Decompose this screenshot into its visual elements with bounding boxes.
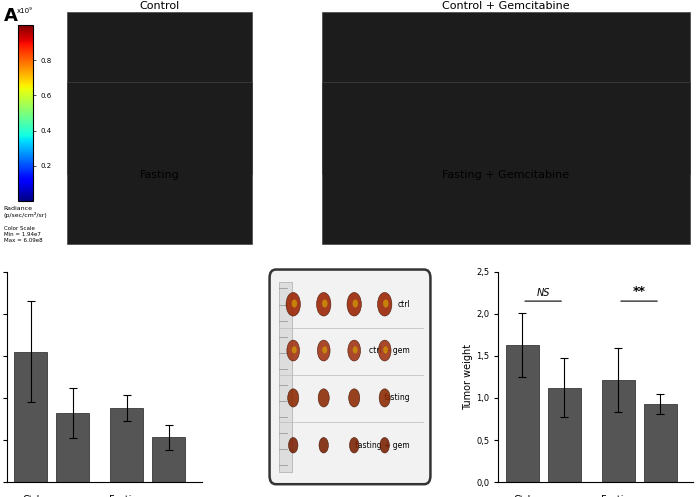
Text: ctrl + gem: ctrl + gem (369, 346, 410, 355)
Ellipse shape (482, 80, 530, 113)
Ellipse shape (364, 80, 412, 113)
Ellipse shape (287, 340, 300, 361)
Ellipse shape (605, 20, 642, 44)
Bar (505, 345, 538, 482)
Ellipse shape (370, 20, 407, 44)
Ellipse shape (322, 346, 327, 353)
Bar (279, 282, 292, 472)
Bar (153, 437, 186, 482)
Ellipse shape (288, 437, 298, 453)
Ellipse shape (194, 33, 244, 160)
Bar (547, 388, 580, 482)
Ellipse shape (209, 20, 228, 44)
Text: fasting + gem: fasting + gem (356, 441, 410, 450)
Ellipse shape (353, 300, 358, 308)
Ellipse shape (482, 150, 530, 182)
Ellipse shape (90, 20, 109, 44)
Text: Fasting: Fasting (109, 495, 144, 497)
Ellipse shape (147, 80, 172, 113)
Ellipse shape (286, 292, 300, 316)
Ellipse shape (605, 89, 642, 113)
Text: x10⁹: x10⁹ (18, 8, 33, 14)
Ellipse shape (370, 89, 407, 113)
Ellipse shape (347, 292, 361, 316)
Text: **: ** (633, 285, 645, 298)
Bar (643, 404, 676, 482)
Bar (111, 408, 144, 482)
Ellipse shape (88, 80, 112, 113)
Ellipse shape (348, 340, 360, 361)
Ellipse shape (599, 150, 648, 182)
Text: Control: Control (139, 1, 180, 11)
Ellipse shape (349, 437, 359, 453)
Ellipse shape (364, 150, 412, 182)
Ellipse shape (339, 33, 438, 160)
Ellipse shape (288, 389, 299, 407)
Ellipse shape (206, 80, 231, 113)
Ellipse shape (377, 292, 392, 316)
Ellipse shape (150, 89, 169, 113)
Ellipse shape (318, 389, 329, 407)
Ellipse shape (322, 300, 328, 308)
Ellipse shape (94, 89, 105, 104)
Ellipse shape (380, 437, 389, 453)
Text: ctrl: ctrl (397, 300, 410, 309)
Ellipse shape (383, 300, 389, 308)
Text: Fasting + Gemcitabine: Fasting + Gemcitabine (442, 170, 569, 180)
Ellipse shape (317, 340, 330, 361)
Text: Control + Gemcitabine: Control + Gemcitabine (442, 1, 569, 11)
Bar (57, 413, 90, 482)
Text: Radiance
(p/sec/cm²/sr): Radiance (p/sec/cm²/sr) (4, 206, 48, 218)
Ellipse shape (88, 150, 112, 182)
Ellipse shape (316, 292, 331, 316)
Ellipse shape (456, 103, 555, 229)
Ellipse shape (150, 20, 169, 44)
Ellipse shape (206, 150, 231, 182)
Ellipse shape (378, 89, 398, 104)
Ellipse shape (154, 89, 164, 104)
Ellipse shape (75, 33, 125, 160)
Ellipse shape (349, 389, 360, 407)
Ellipse shape (75, 103, 125, 229)
Ellipse shape (292, 300, 297, 308)
Ellipse shape (147, 150, 172, 182)
Ellipse shape (90, 89, 109, 113)
Text: A: A (4, 7, 18, 25)
Ellipse shape (487, 20, 524, 44)
Bar (601, 380, 635, 482)
Ellipse shape (574, 33, 673, 160)
Text: Ctrl: Ctrl (514, 495, 531, 497)
Ellipse shape (339, 103, 438, 229)
Ellipse shape (134, 103, 184, 229)
Ellipse shape (574, 103, 673, 229)
Ellipse shape (209, 89, 228, 113)
Ellipse shape (378, 340, 391, 361)
Bar (15, 351, 48, 482)
Text: Fasting: Fasting (601, 495, 636, 497)
Ellipse shape (599, 80, 648, 113)
Ellipse shape (456, 33, 555, 160)
Text: Fasting: Fasting (140, 170, 179, 180)
FancyBboxPatch shape (270, 269, 430, 484)
Text: Color Scale
Min = 1.94e7
Max = 6.09e8: Color Scale Min = 1.94e7 Max = 6.09e8 (4, 226, 42, 243)
Ellipse shape (292, 346, 297, 353)
Text: Ctrl: Ctrl (22, 495, 40, 497)
Ellipse shape (134, 33, 184, 160)
Text: fasting: fasting (384, 394, 410, 403)
Ellipse shape (319, 437, 328, 453)
Ellipse shape (353, 346, 358, 353)
Ellipse shape (194, 103, 244, 229)
Y-axis label: Tumor weight: Tumor weight (463, 344, 473, 410)
Ellipse shape (487, 89, 524, 113)
Ellipse shape (154, 159, 164, 173)
Ellipse shape (379, 389, 390, 407)
Ellipse shape (383, 346, 388, 353)
Text: NS: NS (536, 288, 550, 298)
